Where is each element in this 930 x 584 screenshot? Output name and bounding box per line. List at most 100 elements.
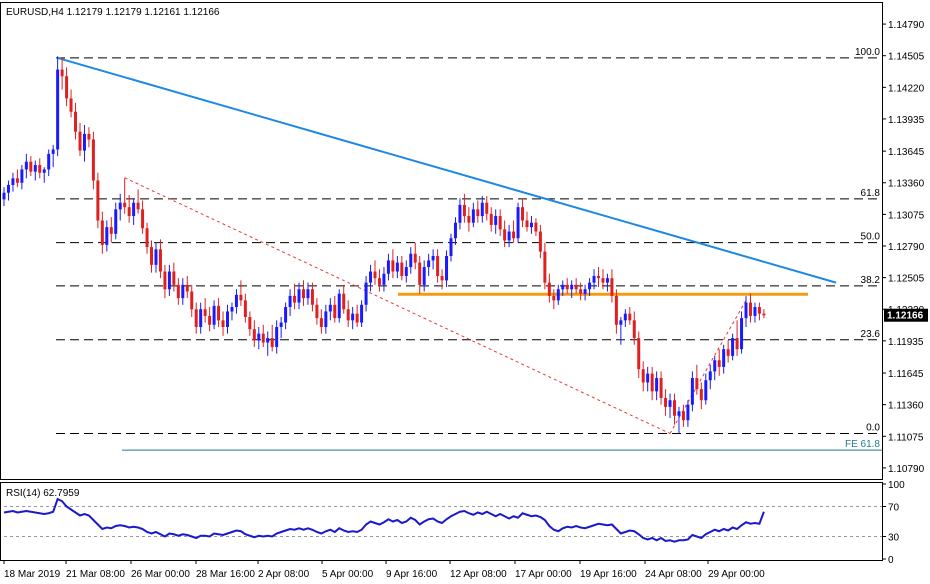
candle-body [440, 275, 444, 281]
candle-body [565, 284, 569, 290]
candle-body [355, 313, 359, 323]
y-tick-label: 1.14790 [888, 20, 925, 31]
candle-body [699, 389, 703, 401]
candle-body [310, 289, 314, 305]
candle-body [659, 378, 663, 399]
candle-body [597, 275, 601, 279]
candle-body [234, 294, 238, 308]
candle-body [512, 231, 516, 239]
candle-body [351, 313, 355, 321]
x-tick-label: 24 Apr 08:00 [645, 569, 702, 580]
candle-body [11, 178, 15, 185]
candle-body [619, 320, 623, 325]
candle-body [301, 289, 305, 299]
candle-body [471, 209, 475, 223]
candle-body [386, 260, 390, 274]
candle-body [538, 231, 542, 252]
candle-body [740, 318, 744, 350]
candle-body [65, 76, 69, 99]
candle-body [257, 333, 261, 341]
candle-body [686, 404, 690, 421]
candle-body [158, 249, 162, 272]
candle-body [293, 295, 297, 303]
rsi-tick-label: 30 [888, 533, 900, 544]
candle-body [422, 267, 426, 285]
candle-body [708, 371, 712, 381]
candle-body [24, 161, 28, 170]
candle-body [60, 69, 64, 77]
candle-body [176, 284, 180, 299]
candle-body [100, 220, 104, 245]
candle-body [641, 369, 645, 383]
candle-body [185, 284, 189, 292]
candle-body [713, 360, 717, 372]
x-tick-label: 12 Apr 08:00 [450, 569, 507, 580]
candle-body [136, 202, 140, 210]
candle-body [525, 220, 529, 228]
candle-body [123, 202, 127, 208]
candle-body [226, 311, 229, 327]
candle-body [382, 273, 386, 285]
x-tick-label: 9 Apr 16:00 [386, 569, 438, 580]
candle-body [480, 202, 484, 217]
candle-body [181, 284, 185, 299]
candle-body [521, 207, 525, 221]
candle-body [51, 149, 55, 154]
candle-body [681, 411, 685, 421]
candle-body [319, 318, 323, 327]
candle-body [498, 216, 502, 230]
candle-body [109, 227, 113, 234]
candle-body [695, 378, 699, 390]
candle-body [284, 307, 288, 323]
candle-body [503, 229, 507, 241]
candle-body [453, 222, 457, 239]
candle-body [762, 313, 766, 316]
candle-body [735, 338, 739, 350]
candle-body [748, 302, 752, 316]
candle-body [726, 349, 730, 356]
candle-body [2, 192, 6, 200]
last-price-tag: 1.12166 [884, 308, 928, 322]
y-tick-label: 1.14220 [888, 83, 925, 94]
candle-body [194, 309, 198, 327]
candle-body [96, 180, 100, 221]
x-tick-label: 5 Apr 00:00 [322, 569, 374, 580]
price-axis: 1.14790 1.14505 1.14220 1.13935 1.13645 1.133… [882, 20, 925, 475]
x-tick-label: 21 Mar 08:00 [66, 569, 125, 580]
x-tick-label: 19 Apr 16:00 [580, 569, 637, 580]
candle-body [610, 278, 614, 296]
candle-body [360, 304, 364, 323]
candle-body [42, 169, 46, 173]
candle-body [561, 284, 565, 290]
y-tick-label: 1.13645 [888, 147, 925, 158]
candle-body [744, 302, 748, 319]
candle-body [377, 278, 381, 285]
support-dashed-line [124, 177, 671, 434]
candle-body [458, 204, 462, 223]
rsi-tick-label: 100 [888, 480, 905, 491]
candle-body [467, 216, 471, 223]
candle-body [543, 251, 547, 283]
candle-body [47, 153, 51, 170]
candle-body [552, 295, 556, 301]
candle-body [628, 313, 632, 321]
candle-body [346, 309, 350, 321]
candle-body [404, 267, 408, 276]
candle-body [485, 202, 489, 214]
candle-body [78, 131, 82, 151]
rsi-tick-label: 70 [888, 503, 900, 514]
x-tick-label: 29 Apr 00:00 [708, 569, 765, 580]
candle-body [6, 184, 10, 193]
candle-body [328, 304, 332, 312]
fib-level-label: 23.6 [861, 329, 881, 340]
rsi-tick-label: 0 [888, 555, 894, 566]
candle-body [445, 255, 449, 281]
symbol-ohlc-label: EURUSD,H4 1.12179 1.12179 1.12161 1.1216… [6, 7, 220, 18]
candle-body [208, 315, 212, 325]
candle-body [753, 307, 757, 316]
candle-body [516, 207, 520, 239]
candle-body [145, 228, 149, 248]
candle-body [239, 294, 243, 301]
candle-body [632, 320, 636, 339]
